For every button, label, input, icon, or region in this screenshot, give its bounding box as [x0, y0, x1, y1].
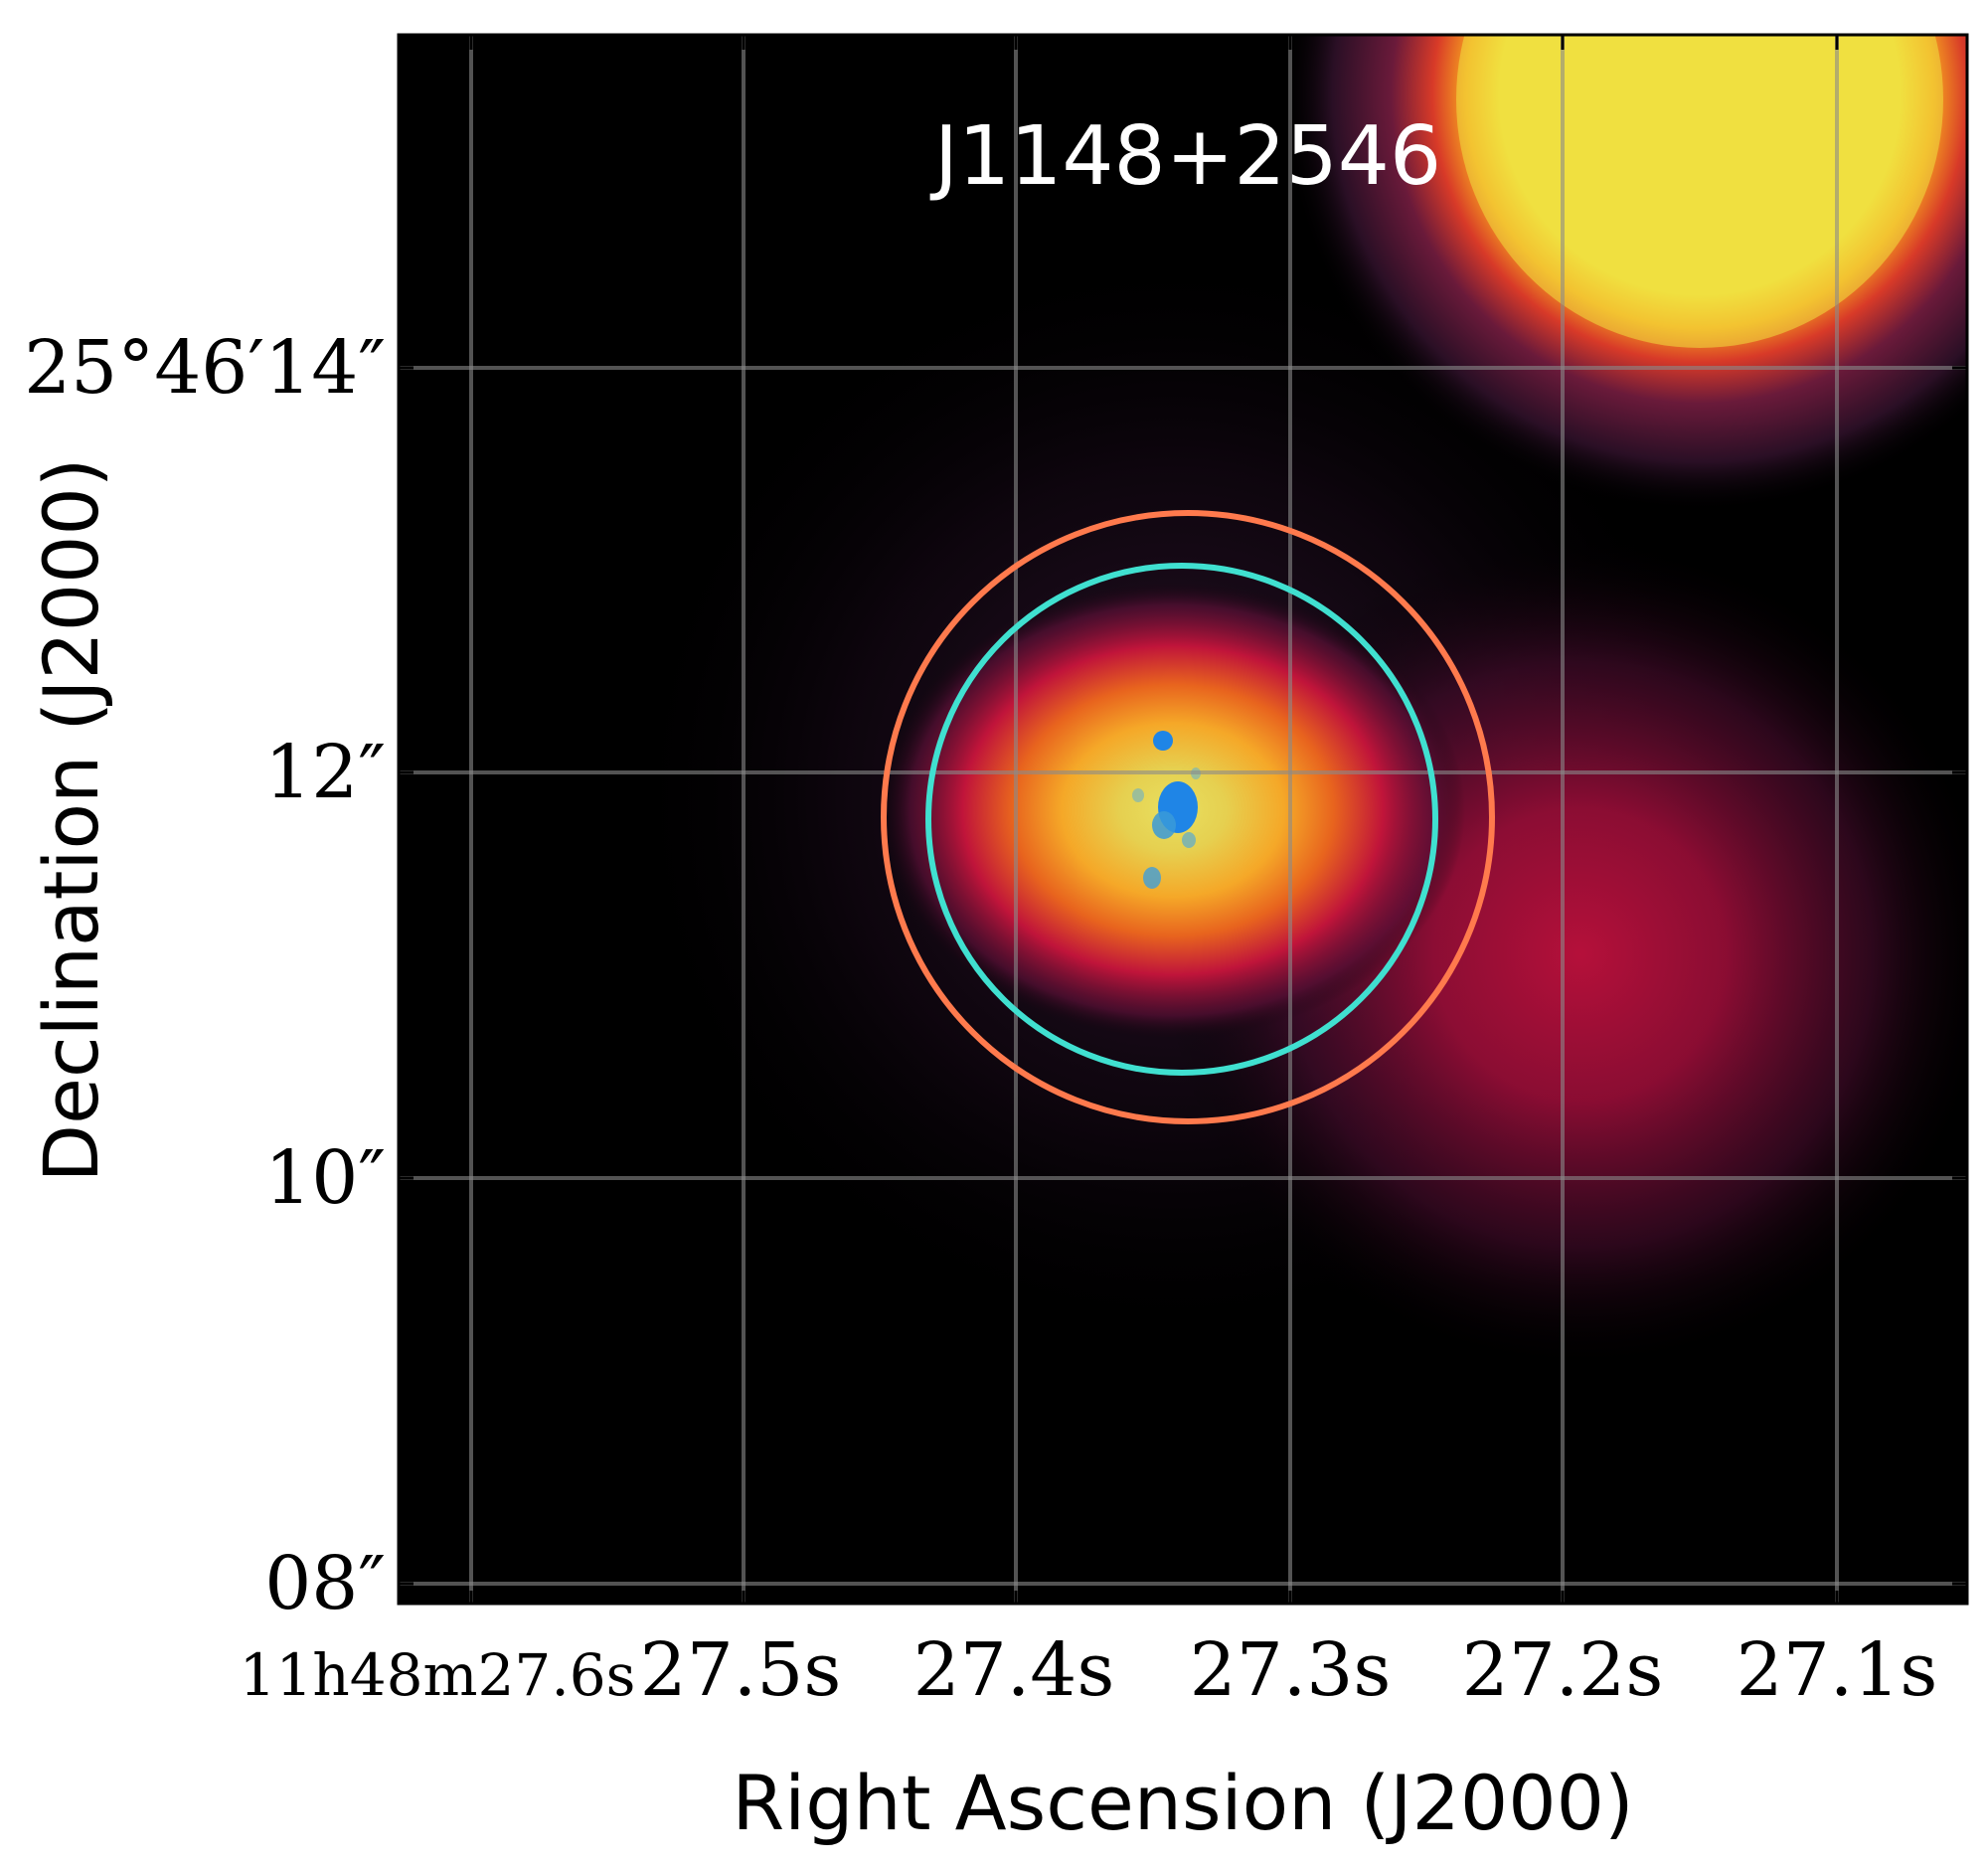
clump: [1152, 811, 1176, 839]
bright-source: [1456, 35, 1943, 348]
x-tick-label: 27.2s: [1462, 1627, 1664, 1713]
coordinate-grid: [399, 35, 1967, 1604]
y-tick-label: 12″: [264, 730, 386, 815]
sky-image: [399, 35, 1967, 1604]
clump: [1182, 832, 1196, 848]
outer-aperture: [881, 510, 1495, 1124]
x-tick-label: 27.3s: [1190, 1627, 1392, 1713]
x-tick-label: 11h48m27.6s: [240, 1641, 636, 1709]
inner-aperture: [925, 563, 1438, 1076]
y-tick-labels: 25°46′14″ 12″ 10″ 08″: [24, 325, 386, 1626]
clump: [1153, 731, 1173, 751]
x-tick-label: 27.1s: [1737, 1627, 1938, 1713]
clump: [1143, 867, 1161, 889]
y-tick-label: 08″: [264, 1541, 386, 1626]
x-axis-label: Right Ascension (J2000): [732, 1759, 1633, 1847]
plot-frame: [397, 33, 1969, 1606]
clump: [1132, 788, 1144, 802]
x-tick-label: 27.5s: [640, 1627, 842, 1713]
y-tick-label: 25°46′14″: [24, 325, 386, 411]
y-axis-label: Declination (J2000): [27, 458, 115, 1183]
tick-marks: [399, 35, 1967, 1604]
x-tick-labels: 11h48m27.6s 27.5s 27.4s 27.3s 27.2s 27.1…: [240, 1627, 1938, 1713]
y-tick-label: 10″: [264, 1135, 386, 1221]
source-title: J1148+2546: [929, 109, 1441, 204]
x-tick-label: 27.4s: [913, 1627, 1115, 1713]
